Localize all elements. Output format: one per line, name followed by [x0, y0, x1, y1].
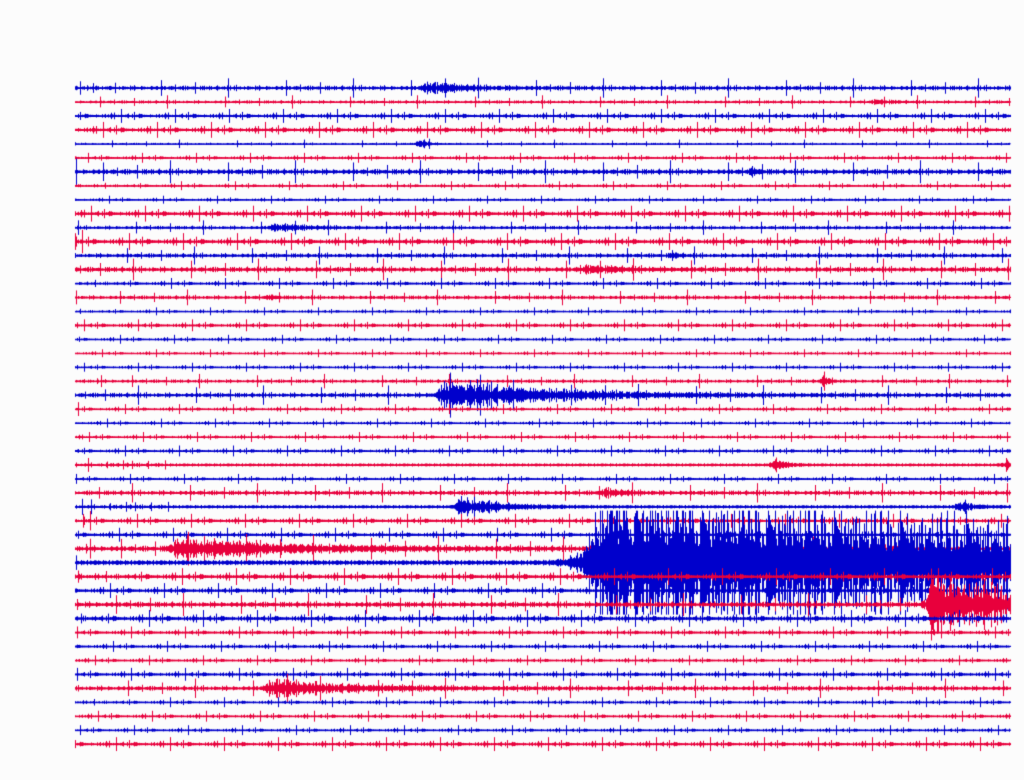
helicorder-plot: BS Musomishta, Bulgaria Applied filter: …	[0, 0, 1024, 780]
seismogram-traces	[0, 0, 1024, 780]
